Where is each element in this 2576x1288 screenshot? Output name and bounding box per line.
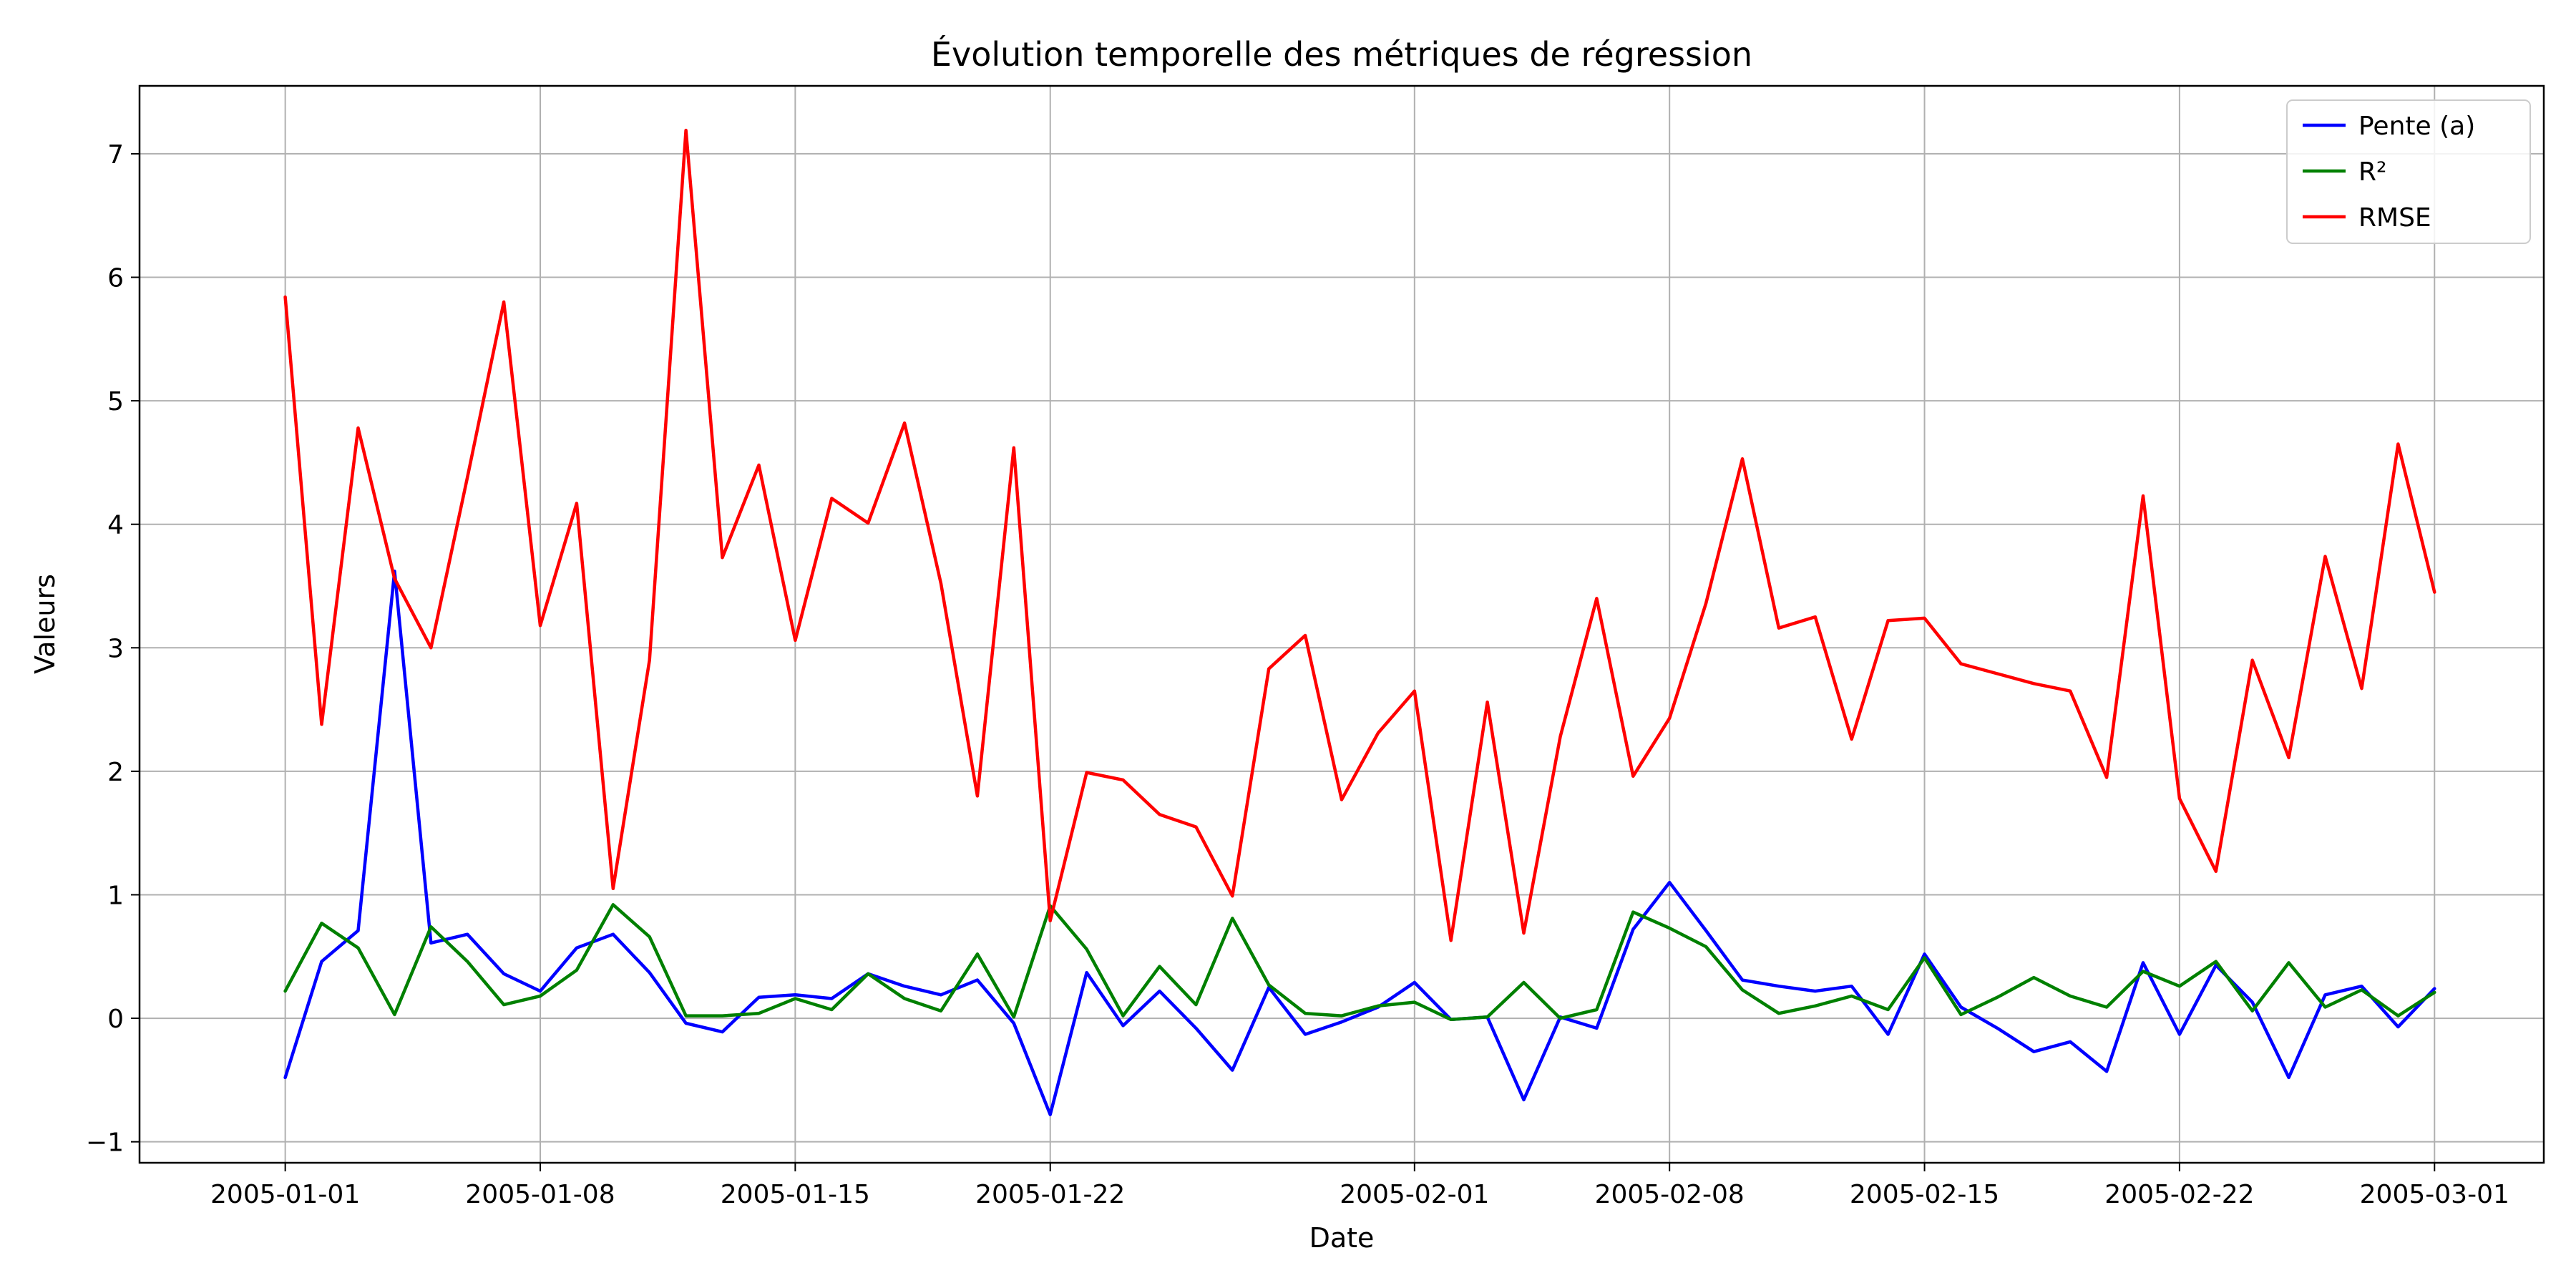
x-tick-label: 2005-02-15 [1850, 1180, 1999, 1209]
legend-box [2286, 99, 2531, 244]
x-tick-label: 2005-02-08 [1595, 1180, 1745, 1209]
x-tick-label: 2005-01-01 [210, 1180, 360, 1209]
y-tick-label: 4 [107, 511, 124, 540]
x-tick-label: 2005-02-22 [2104, 1180, 2254, 1209]
grid-lines [140, 86, 2544, 1163]
x-tick-label: 2005-02-01 [1340, 1180, 1489, 1209]
x-tick-label: 2005-01-15 [721, 1180, 870, 1209]
series-line-r [283, 903, 2436, 1022]
series-line-rmse [283, 128, 2436, 942]
x-tick-label: 2005-03-01 [2360, 1180, 2509, 1209]
series-lines [283, 128, 2436, 1116]
y-tick-label: 5 [107, 387, 124, 416]
legend-entry-label: RMSE [2358, 203, 2431, 233]
y-tick-label: 2 [107, 758, 124, 787]
legend-entry-label: R² [2358, 157, 2386, 187]
axis-ticks: 2005-01-01 2005-01-08 2005-01-15 2005-01-22… [86, 140, 2509, 1209]
x-axis-label: Date [1309, 1222, 1375, 1254]
x-tick-label: 2005-01-08 [465, 1180, 615, 1209]
legend: Pente (a) R² RMSE [2286, 99, 2531, 244]
y-tick-label: −1 [86, 1128, 124, 1158]
plot-frame [138, 84, 2545, 1164]
y-tick-label: 3 [107, 634, 124, 663]
legend-entry-label: Pente (a) [2358, 112, 2475, 141]
y-tick-label: 1 [107, 881, 124, 910]
y-tick-label: 6 [107, 264, 124, 293]
chart-title: Évolution temporelle des métriques de ré… [931, 35, 1752, 74]
y-tick-label: 0 [107, 1005, 124, 1034]
x-tick-label: 2005-01-22 [975, 1180, 1125, 1209]
y-tick-label: 7 [107, 140, 124, 170]
y-axis-label: Valeurs [29, 574, 61, 674]
series-line-pente-a [283, 570, 2436, 1116]
